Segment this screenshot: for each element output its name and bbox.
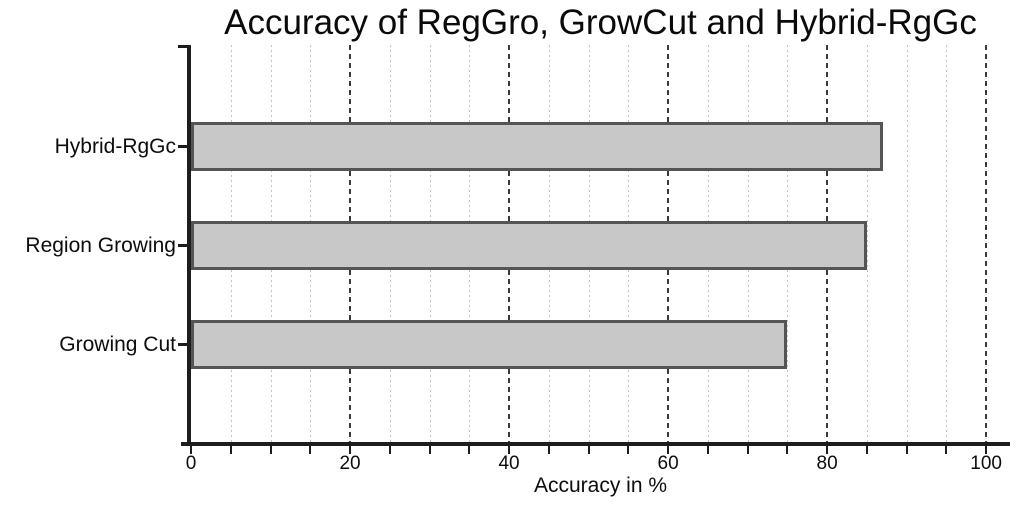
bar-hybrid-rggc	[191, 122, 883, 171]
x-tick-50	[587, 446, 590, 454]
bar-region-growing	[191, 221, 867, 270]
x-tick-40	[508, 446, 511, 454]
x-tick-label-100: 100	[970, 453, 1002, 474]
x-tick-70	[746, 446, 749, 454]
bars-layer	[191, 45, 1010, 443]
x-tick-85	[865, 446, 868, 454]
x-tick-45	[547, 446, 550, 454]
y-tick-region-growing	[178, 244, 188, 247]
x-tick-0	[190, 446, 192, 454]
y-tick-growing-cut	[178, 343, 188, 346]
y-label-growing-cut: Growing Cut	[59, 333, 176, 356]
y-label-region-growing: Region Growing	[25, 234, 176, 257]
x-tick-25	[388, 446, 391, 454]
x-tick-75	[786, 446, 789, 454]
x-tick-60	[667, 446, 670, 454]
x-tick-5	[229, 446, 232, 454]
x-tick-20	[349, 446, 352, 454]
x-tick-95	[945, 446, 948, 454]
x-tick-80	[826, 446, 829, 454]
bar-growing-cut	[191, 320, 788, 369]
major-gridline-100	[985, 45, 988, 443]
x-tick-label-20: 20	[339, 453, 361, 474]
y-axis-line	[187, 45, 191, 446]
x-tick-label-80: 80	[816, 453, 838, 474]
y-axis-end-tick	[178, 45, 188, 48]
x-tick-label-40: 40	[498, 453, 520, 474]
minor-gridline-95	[946, 45, 948, 443]
x-tick-10	[269, 446, 272, 454]
minor-gridline-85	[866, 45, 868, 443]
x-tick-55	[627, 446, 630, 454]
x-tick-35	[468, 446, 471, 454]
x-tick-label-0: 0	[185, 453, 197, 474]
x-tick-100	[985, 446, 988, 454]
minor-gridline-90	[906, 45, 908, 443]
x-tick-label-60: 60	[657, 453, 679, 474]
plot-area	[191, 45, 1010, 443]
y-label-hybrid-rggc: Hybrid-RgGc	[54, 135, 176, 158]
x-axis-line	[181, 442, 1010, 446]
x-tick-30	[428, 446, 431, 454]
y-tick-hybrid-rggc	[178, 145, 188, 148]
x-tick-15	[309, 446, 312, 454]
x-tick-65	[706, 446, 709, 454]
chart-title: Accuracy of RegGro, GrowCut and Hybrid-R…	[224, 3, 977, 42]
x-axis-title: Accuracy in %	[533, 474, 668, 497]
x-tick-90	[905, 446, 908, 454]
